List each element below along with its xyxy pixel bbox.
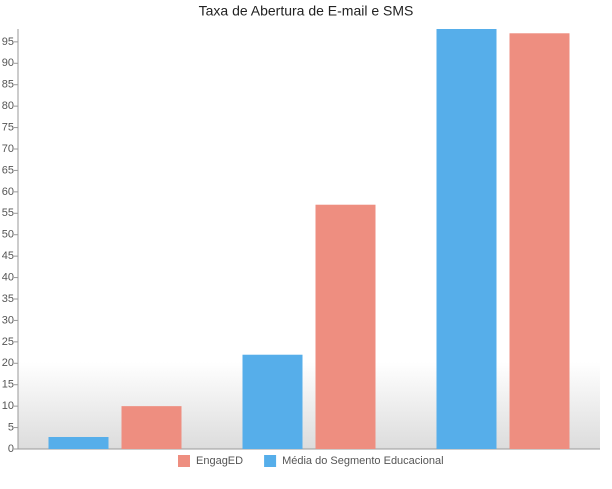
- bar: [242, 354, 303, 449]
- y-tick-label: 80: [2, 100, 14, 112]
- y-tick-label: 70: [2, 143, 14, 155]
- y-tick-label: 65: [2, 164, 14, 176]
- y-tick-label: 40: [2, 271, 14, 283]
- bar: [436, 29, 497, 449]
- legend-swatch: [264, 455, 277, 467]
- y-tick-label: 75: [2, 121, 14, 133]
- y-tick-label: 55: [2, 207, 14, 219]
- y-tick-label: 90: [2, 57, 14, 69]
- bar: [509, 33, 570, 450]
- y-tick-label: 30: [2, 314, 14, 326]
- y-tick-label: 95: [2, 36, 14, 48]
- legend-swatch: [178, 455, 190, 467]
- plot-background: [18, 362, 600, 449]
- y-tick-label: 10: [2, 400, 14, 412]
- bar: [121, 406, 182, 449]
- y-tick-label: 25: [2, 336, 14, 348]
- y-tick-label: 0: [8, 443, 14, 455]
- y-tick-label: 60: [2, 186, 14, 198]
- y-tick-label: 45: [2, 250, 14, 262]
- y-tick-label: 85: [2, 79, 14, 91]
- chart-title: Taxa de Abertura de E-mail e SMS: [199, 3, 414, 19]
- legend-label: EngagED: [196, 455, 243, 467]
- y-tick-label: 20: [2, 357, 14, 369]
- bar: [315, 204, 376, 449]
- legend-label: Média do Segmento Educacional: [282, 455, 443, 467]
- y-tick-label: 5: [8, 421, 14, 433]
- bar: [48, 437, 109, 449]
- y-tick-label: 35: [2, 293, 14, 305]
- y-tick-label: 50: [2, 229, 14, 241]
- y-tick-label: 15: [2, 379, 14, 391]
